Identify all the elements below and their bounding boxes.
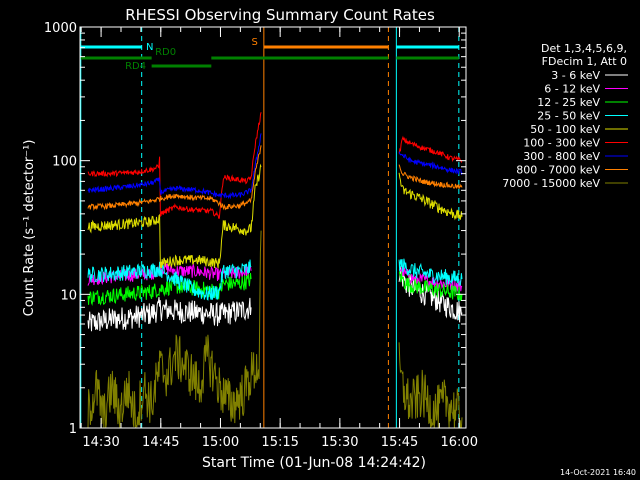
series-line-6-seg-1: [398, 151, 463, 175]
x-tick-label-6: 16:00: [441, 435, 478, 450]
series-line-3-seg-0: [87, 259, 252, 301]
x-tick-label-1: 14:45: [142, 435, 179, 450]
series-line-0-seg-0: [87, 297, 252, 332]
series-layer: [87, 112, 463, 429]
y-axis-label: Count Rate (s⁻¹ detector⁻¹): [22, 140, 37, 317]
axes-layer: 1 10 100 1000 14:30 14:45 15:00 15:15 15:30 15:45…: [44, 21, 478, 450]
series-line-7-seg-1: [398, 164, 463, 189]
x-tick-label-3: 15:15: [261, 435, 298, 450]
timestamp: 14-Oct-2021 16:40: [560, 468, 636, 477]
y-tick-label-3: 1000: [44, 21, 77, 36]
series-line-6-seg-0: [87, 133, 262, 200]
legend-label-3: 25 - 50 keV: [537, 110, 600, 123]
series-line-4-seg-0: [87, 163, 262, 269]
legend-label-1: 6 - 12 keV: [544, 83, 600, 96]
legend-label-6: 300 - 800 keV: [523, 150, 600, 163]
legend-header-0: Det 1,3,4,5,6,9,: [541, 42, 627, 55]
legend-label-0: 3 - 6 keV: [551, 69, 600, 82]
plot-frame: [79, 26, 467, 429]
legend-header-1: FDecim 1, Att 0: [542, 55, 627, 68]
flag-label-rd0: RD0: [155, 47, 176, 58]
series-line-5-seg-1: [398, 135, 463, 164]
x-axis-label: Start Time (01-Jun-08 14:24:42): [202, 455, 426, 471]
flag-label-rd4: RD4: [125, 61, 146, 72]
legend-label-4: 50 - 100 keV: [530, 123, 600, 136]
x-tick-label-5: 15:45: [381, 435, 418, 450]
x-tick-label-2: 15:00: [202, 435, 239, 450]
legend-label-2: 12 - 25 keV: [537, 96, 600, 109]
flag-label-s: S: [251, 37, 257, 48]
flag-label-n: N: [146, 42, 153, 53]
series-line-2-seg-1: [398, 270, 463, 301]
y-tick-label-2: 100: [52, 155, 77, 170]
series-line-8-seg-0: [87, 230, 262, 429]
annotation-layer: N S RD0 RD4: [80, 27, 460, 428]
series-line-4-seg-1: [398, 172, 463, 221]
legend-label-7: 800 - 7000 keV: [516, 164, 600, 177]
x-tick-label-0: 14:30: [82, 435, 119, 450]
legend-label-8: 7000 - 15000 keV: [502, 177, 600, 190]
legend: Det 1,3,4,5,6,9,FDecim 1, Att 03 - 6 keV…: [502, 42, 628, 190]
chart-title: RHESSI Observing Summary Count Rates: [125, 6, 435, 24]
series-line-3-seg-1: [398, 258, 463, 287]
y-tick-label-0: 1: [69, 422, 77, 437]
series-line-7-seg-0: [87, 145, 262, 211]
y-tick-label-1: 10: [60, 288, 77, 303]
legend-label-5: 100 - 300 keV: [523, 137, 600, 150]
series-line-5-seg-0: [87, 112, 262, 219]
series-line-8-seg-1: [398, 342, 463, 429]
x-tick-label-4: 15:30: [321, 435, 358, 450]
